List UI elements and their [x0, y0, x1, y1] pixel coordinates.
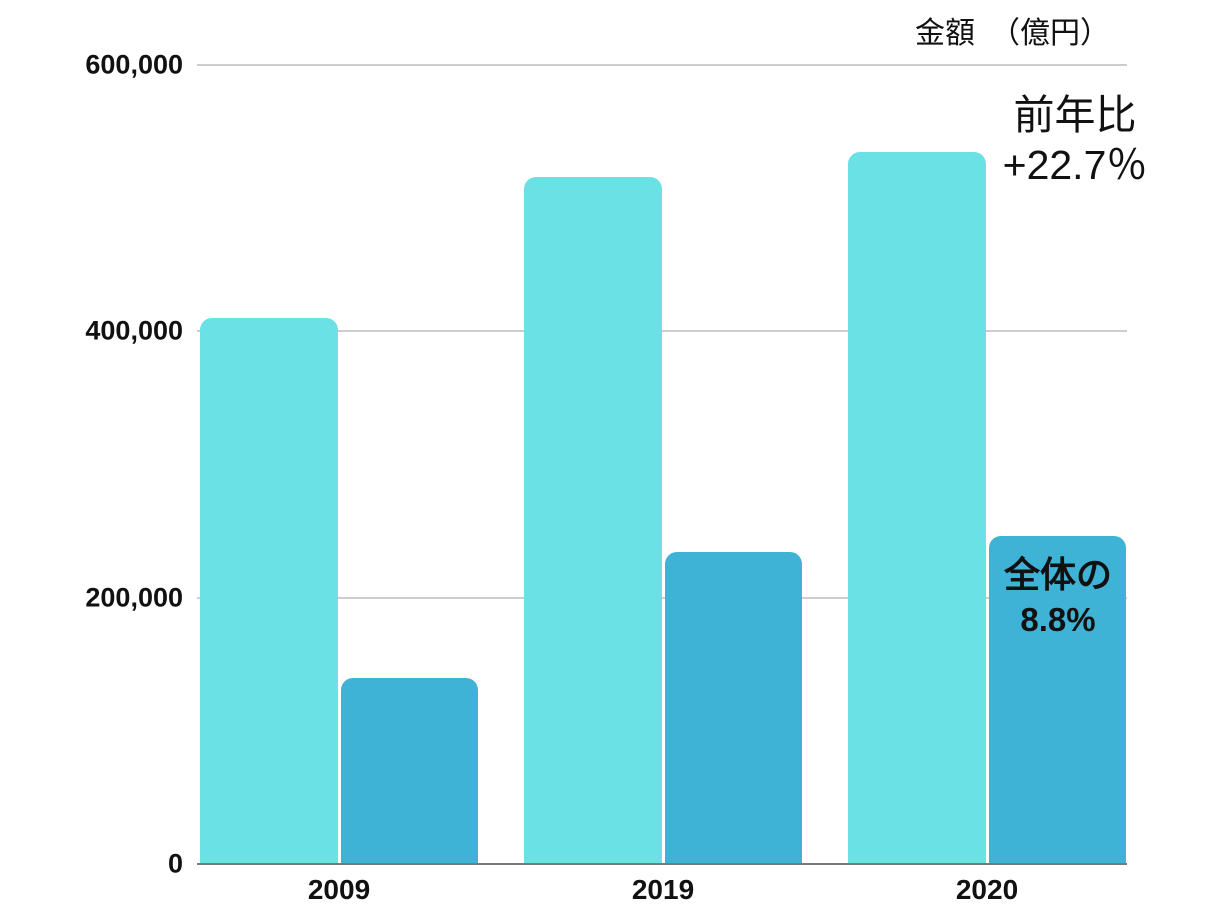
- x-tick-label: 2019: [631, 874, 695, 905]
- x-tick-label: 2020: [955, 874, 1019, 905]
- y-tick-label: 0: [167, 848, 183, 879]
- gridline: [197, 64, 1127, 66]
- bar-2009-series1: [200, 318, 338, 864]
- x-axis-line: [197, 863, 1127, 865]
- annotation-share-value: 8.8%: [1020, 600, 1096, 638]
- gridline: [197, 330, 1127, 333]
- y-tick-label: 400,000: [85, 315, 183, 346]
- x-tick-label: 2009: [307, 874, 371, 905]
- annotation-yoy: 前年比 +22.7％: [985, 90, 1165, 190]
- annotation-share-label: 全体の: [1003, 554, 1112, 595]
- bar-2020-series2: [989, 536, 1126, 864]
- annotation-share: 全体の 8.8%: [989, 552, 1127, 642]
- bar-2019-series2: [665, 552, 802, 864]
- annotation-yoy-label: 前年比: [1013, 92, 1137, 138]
- plot-area: [197, 64, 1127, 865]
- annotation-yoy-value: +22.7％: [1002, 142, 1148, 189]
- gridline: [197, 596, 1127, 599]
- y-tick-label: 200,000: [85, 582, 183, 613]
- y-tick-label: 600,000: [85, 49, 183, 80]
- bar-2009-series2: [341, 677, 478, 864]
- chart-axis-unit-title: 金額 （億円）: [915, 17, 1110, 50]
- bar-2019-series1: [524, 176, 662, 864]
- bar-2020-series1: [848, 151, 986, 864]
